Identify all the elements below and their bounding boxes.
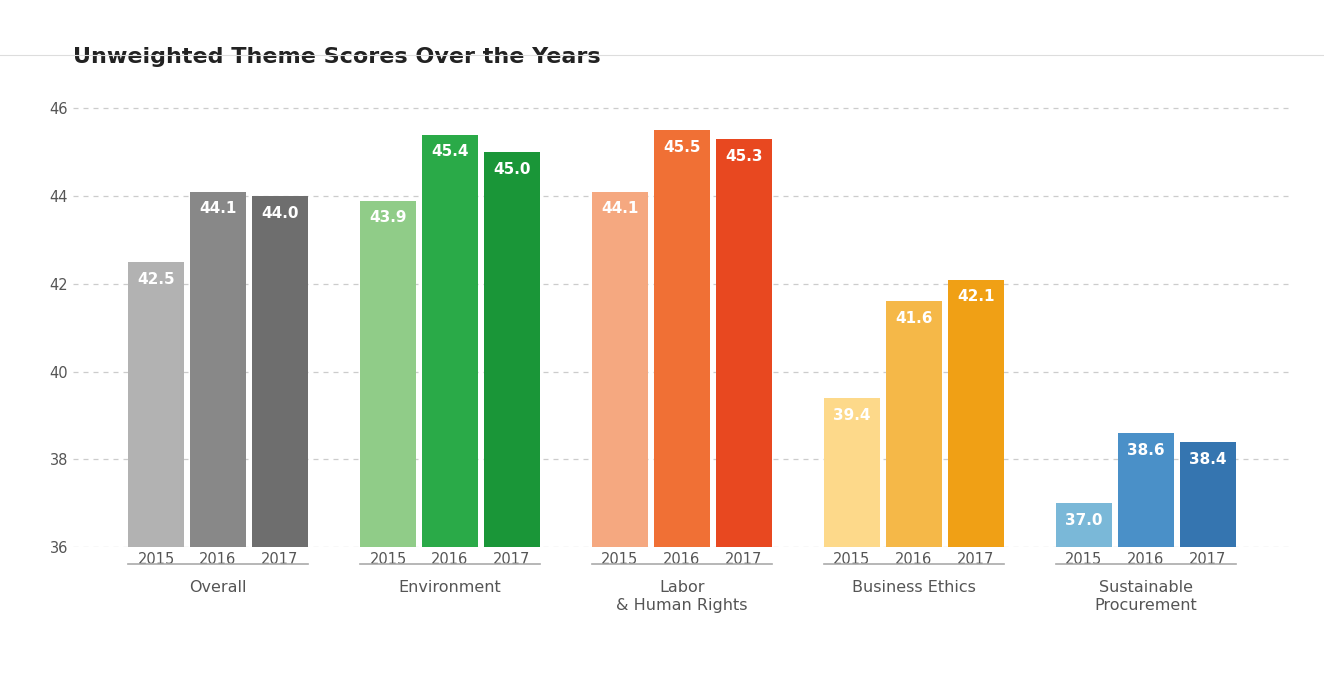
Text: 44.0: 44.0: [261, 206, 298, 221]
Bar: [422, 135, 478, 547]
Bar: [824, 398, 880, 547]
Text: Sustainable
Procurement: Sustainable Procurement: [1095, 580, 1197, 612]
Text: 43.9: 43.9: [369, 210, 406, 225]
Bar: [128, 262, 184, 547]
Text: 42.5: 42.5: [138, 272, 175, 287]
Bar: [483, 153, 540, 547]
Bar: [1057, 503, 1112, 547]
Text: 45.0: 45.0: [493, 162, 531, 177]
Bar: [252, 196, 307, 547]
Text: 44.1: 44.1: [199, 201, 237, 216]
Bar: [592, 192, 647, 547]
Text: Labor
& Human Rights: Labor & Human Rights: [616, 580, 748, 612]
Bar: [948, 280, 1004, 547]
Text: 38.4: 38.4: [1189, 451, 1226, 466]
Text: Business Ethics: Business Ethics: [851, 580, 976, 595]
Text: Unweighted Theme Scores Over the Years: Unweighted Theme Scores Over the Years: [73, 47, 601, 66]
Bar: [886, 302, 941, 547]
Text: 45.5: 45.5: [663, 140, 700, 155]
Bar: [654, 131, 710, 547]
Text: Overall: Overall: [189, 580, 246, 595]
Bar: [191, 192, 246, 547]
Text: 37.0: 37.0: [1066, 513, 1103, 528]
Text: 44.1: 44.1: [601, 201, 638, 216]
Text: 38.6: 38.6: [1127, 443, 1165, 458]
Bar: [360, 200, 416, 547]
Bar: [1117, 433, 1173, 547]
Text: 45.4: 45.4: [432, 144, 469, 159]
Text: 45.3: 45.3: [726, 149, 763, 163]
Text: 41.6: 41.6: [895, 311, 932, 326]
Bar: [716, 139, 772, 547]
Text: 39.4: 39.4: [833, 408, 871, 423]
Bar: [1180, 442, 1235, 547]
Text: 42.1: 42.1: [957, 289, 994, 304]
Text: Environment: Environment: [399, 580, 502, 595]
